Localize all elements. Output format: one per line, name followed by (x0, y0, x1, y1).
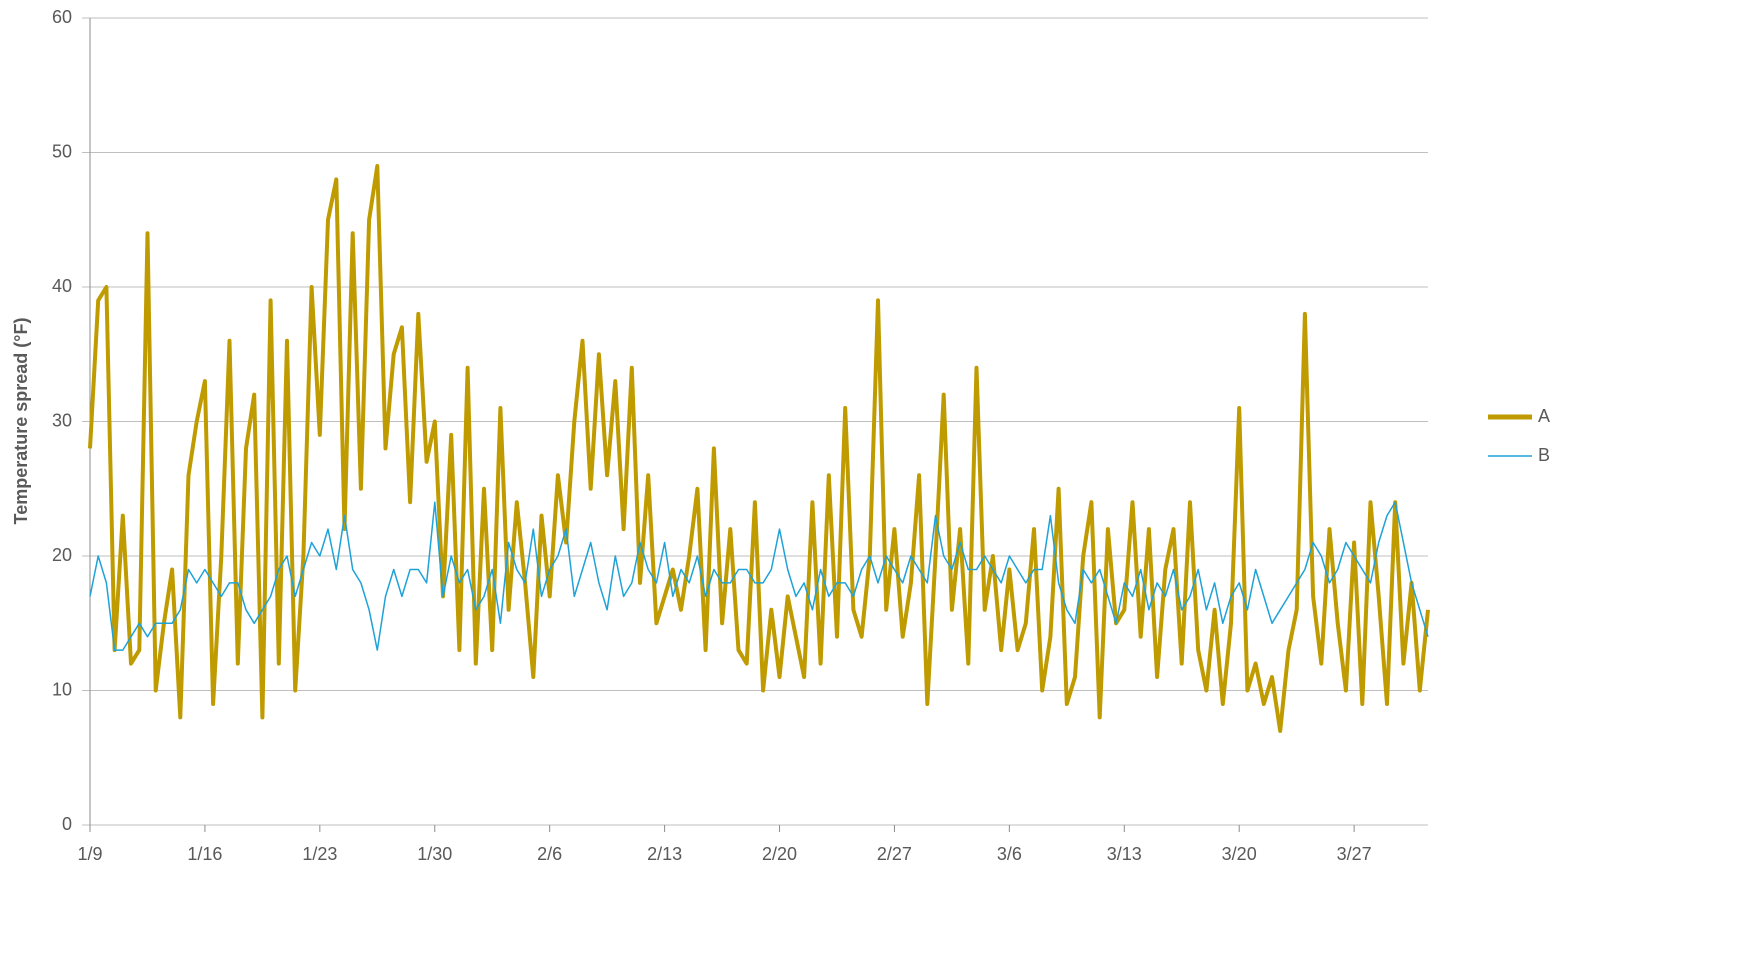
x-tick-label: 2/13 (647, 844, 682, 864)
x-tick-label: 3/20 (1222, 844, 1257, 864)
x-tick-label: 3/27 (1337, 844, 1372, 864)
y-tick-label: 60 (52, 7, 72, 27)
x-tick-label: 2/27 (877, 844, 912, 864)
x-tick-label: 1/23 (302, 844, 337, 864)
y-tick-label: 40 (52, 276, 72, 296)
y-tick-label: 0 (62, 814, 72, 834)
x-tick-label: 1/30 (417, 844, 452, 864)
series-line (88, 164, 1430, 733)
y-tick-label: 50 (52, 141, 72, 161)
y-tick-label: 10 (52, 679, 72, 699)
x-tick-label: 3/6 (997, 844, 1022, 864)
y-tick-label: 20 (52, 545, 72, 565)
x-tick-label: 2/20 (762, 844, 797, 864)
x-tick-label: 3/13 (1107, 844, 1142, 864)
x-tick-label: 1/16 (187, 844, 222, 864)
series-line (89, 501, 1429, 651)
legend-label: B (1538, 445, 1550, 465)
x-tick-label: 1/9 (77, 844, 102, 864)
legend-label: A (1538, 406, 1550, 426)
y-tick-label: 30 (52, 410, 72, 430)
x-tick-label: 2/6 (537, 844, 562, 864)
y-axis-label: Temperature spread (°F) (11, 318, 31, 525)
